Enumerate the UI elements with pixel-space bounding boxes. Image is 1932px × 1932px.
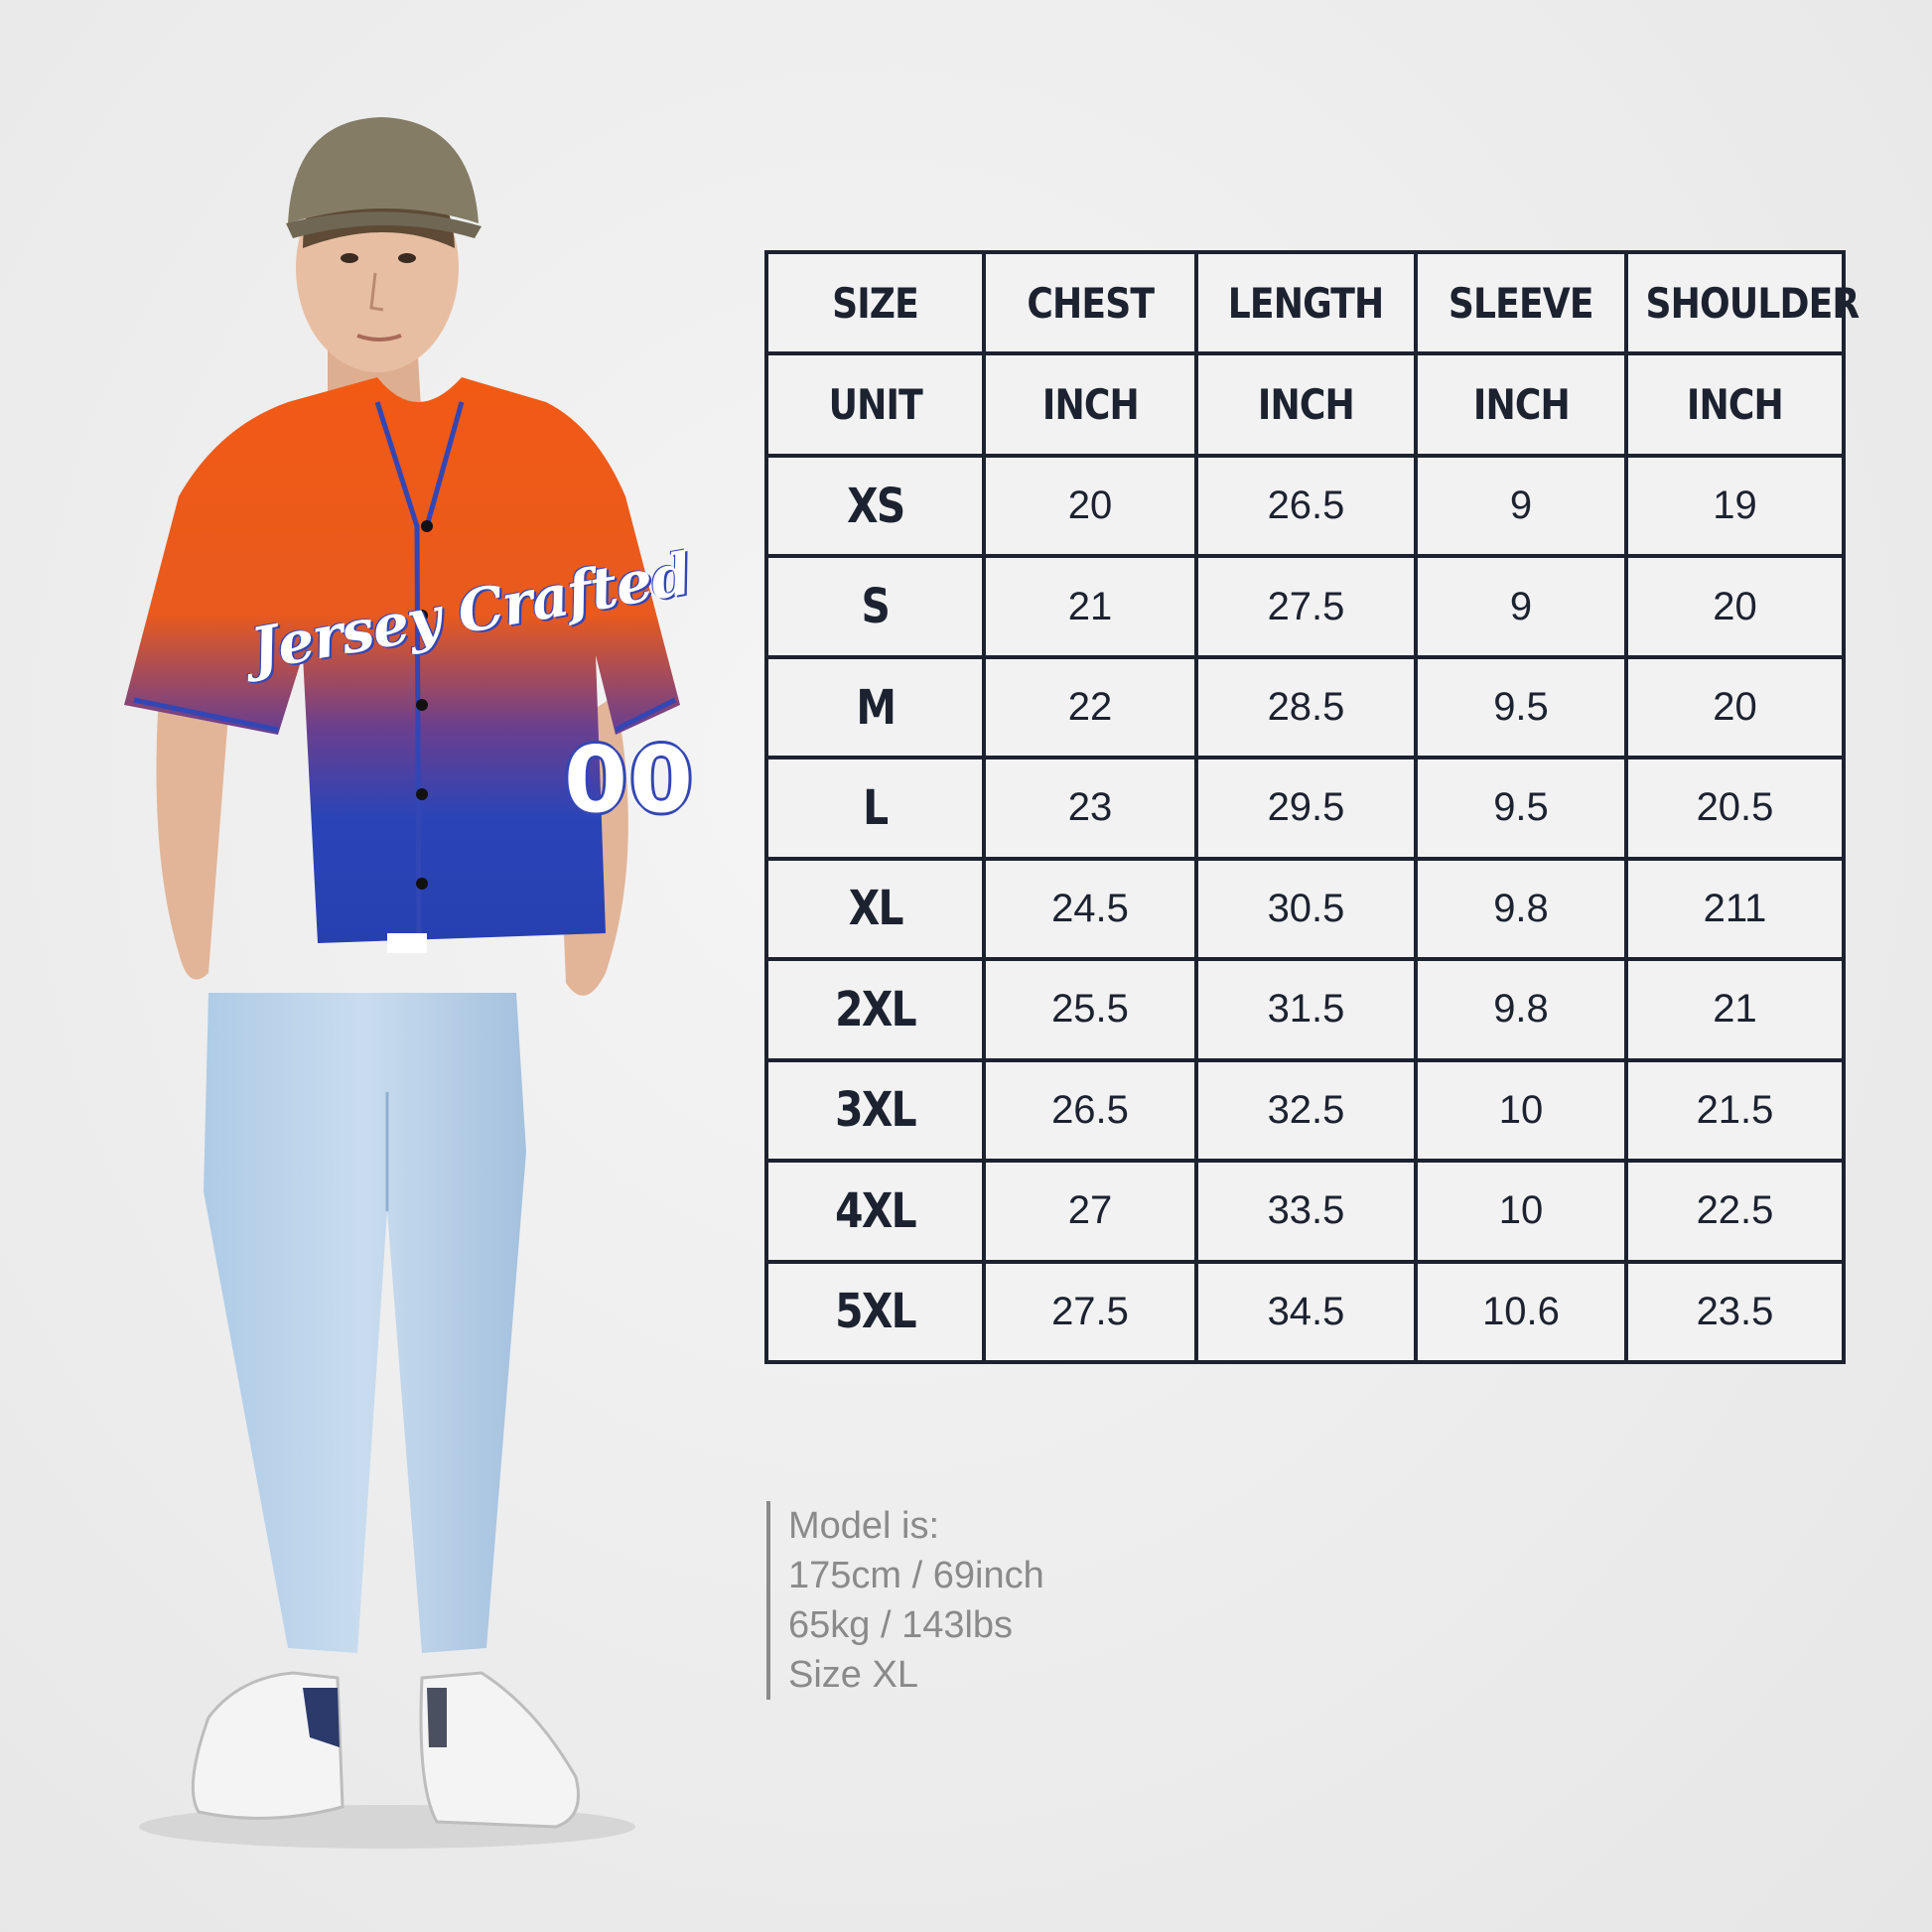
chest-cell: 27 — [982, 1159, 1198, 1264]
sleeve-cell: 10 — [1414, 1057, 1628, 1164]
unit-cell: INCH — [982, 351, 1198, 458]
chest-cell: 24.5 — [982, 856, 1198, 962]
table-row: 4XL 27 33.5 10 22.5 — [764, 1159, 1846, 1264]
header-cell: CHEST — [982, 249, 1198, 356]
size-cell: 3XL — [764, 1057, 986, 1164]
table-header-row: SIZE CHEST LENGTH SLEEVE SHOULDER — [764, 249, 1860, 356]
sleeve-cell: 10 — [1414, 1159, 1628, 1264]
model-info-line: Model is: — [788, 1505, 940, 1547]
chest-cell: 21 — [982, 554, 1198, 659]
chest-cell: 23 — [982, 756, 1198, 861]
size-cell: M — [764, 654, 986, 760]
model-size: Size XL — [788, 1654, 918, 1696]
sleeve-cell: 9.8 — [1414, 957, 1628, 1062]
shoulder-cell: 20 — [1624, 554, 1846, 659]
shoulder-cell: 22.5 — [1624, 1159, 1846, 1264]
model-weight: 65kg / 143lbs — [788, 1604, 1014, 1646]
length-cell: 32.5 — [1194, 1057, 1418, 1164]
shoulder-cell: 20.5 — [1624, 756, 1846, 861]
sleeve-cell: 9 — [1414, 453, 1628, 559]
size-cell: 2XL — [764, 957, 986, 1062]
length-cell: 33.5 — [1194, 1159, 1418, 1264]
chest-cell: 25.5 — [982, 957, 1198, 1062]
length-cell: 28.5 — [1194, 654, 1418, 760]
sleeve-cell: 9.5 — [1414, 654, 1628, 760]
table-row: 2XL 25.5 31.5 9.8 21 — [764, 957, 1846, 1062]
size-chart-table: SIZE CHEST LENGTH SLEEVE SHOULDER UNIT I… — [764, 249, 1860, 1365]
chest-cell: 26.5 — [982, 1057, 1198, 1164]
table-row: S 21 27.5 9 20 — [764, 554, 1846, 659]
length-cell: 31.5 — [1194, 957, 1418, 1062]
header-cell: SIZE — [764, 249, 986, 356]
size-cell: S — [764, 554, 986, 659]
header-cell: SHOULDER — [1624, 249, 1860, 356]
unit-cell: UNIT — [764, 351, 986, 458]
table-row: 5XL 27.5 34.5 10.6 23.5 — [764, 1259, 1846, 1365]
size-cell: L — [764, 756, 986, 861]
sleeve-cell: 9 — [1414, 554, 1628, 659]
size-cell: XL — [764, 856, 986, 962]
header-cell: LENGTH — [1194, 249, 1418, 356]
chest-cell: 22 — [982, 654, 1198, 760]
shoulder-cell: 21 — [1624, 957, 1846, 1062]
shoulder-cell: 20 — [1624, 654, 1846, 760]
length-cell: 26.5 — [1194, 453, 1418, 559]
chest-cell: 20 — [982, 453, 1198, 559]
shoulder-cell: 21.5 — [1624, 1057, 1846, 1164]
table-row: M 22 28.5 9.5 20 — [764, 654, 1846, 760]
length-cell: 27.5 — [1194, 554, 1418, 659]
sleeve-cell: 9.8 — [1414, 856, 1628, 962]
header-cell: SLEEVE — [1414, 249, 1628, 356]
model-photo: Jersey Crafted 00 — [89, 99, 745, 1866]
shoulder-cell: 23.5 — [1624, 1259, 1846, 1365]
unit-cell: INCH — [1194, 351, 1418, 458]
size-cell: XS — [764, 453, 986, 559]
table-row: XS 20 26.5 9 19 — [764, 453, 1846, 559]
size-cell: 5XL — [764, 1259, 986, 1365]
table-row: 3XL 26.5 32.5 10 21.5 — [764, 1057, 1846, 1164]
table-row: L 23 29.5 9.5 20.5 — [764, 756, 1846, 861]
length-cell: 30.5 — [1194, 856, 1418, 962]
size-cell: 4XL — [764, 1159, 986, 1264]
unit-cell: INCH — [1414, 351, 1628, 458]
sleeve-cell: 9.5 — [1414, 756, 1628, 861]
shoulder-cell: 19 — [1624, 453, 1846, 559]
sleeve-cell: 10.6 — [1414, 1259, 1628, 1365]
model-info: Model is: 175cm / 69inch 65kg / 143lbs S… — [766, 1501, 1044, 1700]
shoulder-cell: 211 — [1624, 856, 1846, 962]
unit-cell: INCH — [1624, 351, 1846, 458]
length-cell: 34.5 — [1194, 1259, 1418, 1365]
model-height: 175cm / 69inch — [788, 1555, 1044, 1596]
chest-cell: 27.5 — [982, 1259, 1198, 1365]
table-unit-row: UNIT INCH INCH INCH INCH — [764, 351, 1846, 458]
length-cell: 29.5 — [1194, 756, 1418, 861]
table-row: XL 24.5 30.5 9.8 211 — [764, 856, 1846, 962]
jersey-number: 00 — [564, 727, 696, 833]
